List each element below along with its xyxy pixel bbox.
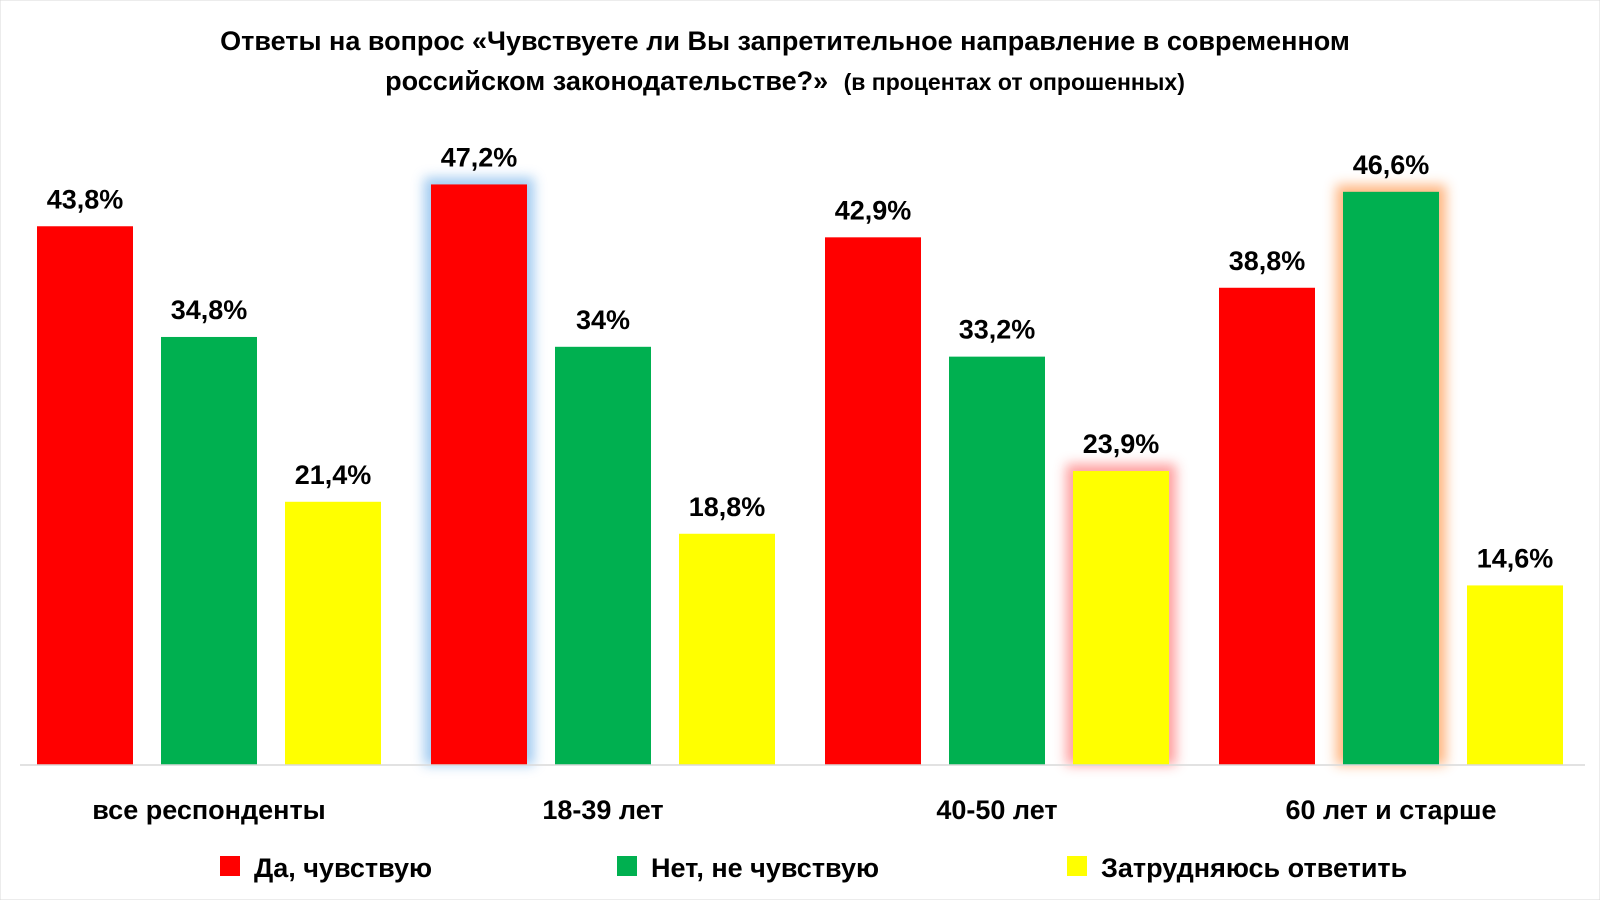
value-labels: 43,8% 34,8% 21,4% 47,2% 34% 18,8% 42,9% 33,2% 23… xyxy=(47,142,1554,573)
value-label-3-0: 38,8% xyxy=(1229,246,1306,276)
bar-0-2 xyxy=(285,501,381,765)
category-label-1: 18-39 лет xyxy=(542,795,663,825)
chart-title-line1: Ответы на вопрос «Чувствуете ли Вы запре… xyxy=(220,26,1350,56)
value-label-0-1: 34,8% xyxy=(171,295,248,325)
value-label-0-2: 21,4% xyxy=(295,460,372,490)
bar-2-1 xyxy=(949,356,1045,765)
legend-label-0: Да, чувствую xyxy=(254,853,432,883)
bar-1-0 xyxy=(431,184,527,765)
bars xyxy=(37,184,1563,765)
bar-0-0 xyxy=(37,226,133,765)
bar-1-1 xyxy=(555,346,651,765)
value-label-3-1: 46,6% xyxy=(1353,150,1430,180)
bar-3-2 xyxy=(1467,585,1563,765)
bar-0-1 xyxy=(161,336,257,765)
bar-3-1 xyxy=(1343,191,1439,765)
legend: Да, чувствую Нет, не чувствую Затрудняюсь … xyxy=(220,853,1407,883)
category-label-3: 60 лет и старше xyxy=(1285,795,1496,825)
chart-title-line2: российском законодательстве?» (в процент… xyxy=(385,66,1185,96)
value-label-0-0: 43,8% xyxy=(47,184,124,214)
chart-title-suffix: (в процентах от опрошенных) xyxy=(844,69,1185,95)
legend-swatch-2 xyxy=(1067,856,1087,876)
bar-1-2 xyxy=(679,533,775,765)
bar-2-2 xyxy=(1073,471,1169,765)
value-label-2-0: 42,9% xyxy=(835,195,912,225)
value-label-1-0: 47,2% xyxy=(441,142,518,172)
category-label-0: все респонденты xyxy=(92,795,325,825)
chart-title-question-end: российском законодательстве?» xyxy=(385,66,828,96)
value-label-1-1: 34% xyxy=(576,305,630,335)
legend-swatch-0 xyxy=(220,856,240,876)
legend-label-2: Затрудняюсь ответить xyxy=(1101,853,1407,883)
category-labels: все респонденты 18-39 лет 40-50 лет 60 лет … xyxy=(92,795,1496,825)
bar-2-0 xyxy=(825,237,921,765)
value-label-1-2: 18,8% xyxy=(689,492,766,522)
value-label-2-1: 33,2% xyxy=(959,315,1036,345)
value-label-3-2: 14,6% xyxy=(1477,543,1554,573)
legend-label-1: Нет, не чувствую xyxy=(651,853,879,883)
bar-3-0 xyxy=(1219,287,1315,765)
legend-swatch-1 xyxy=(617,856,637,876)
category-label-2: 40-50 лет xyxy=(936,795,1057,825)
value-label-2-2: 23,9% xyxy=(1083,429,1160,459)
